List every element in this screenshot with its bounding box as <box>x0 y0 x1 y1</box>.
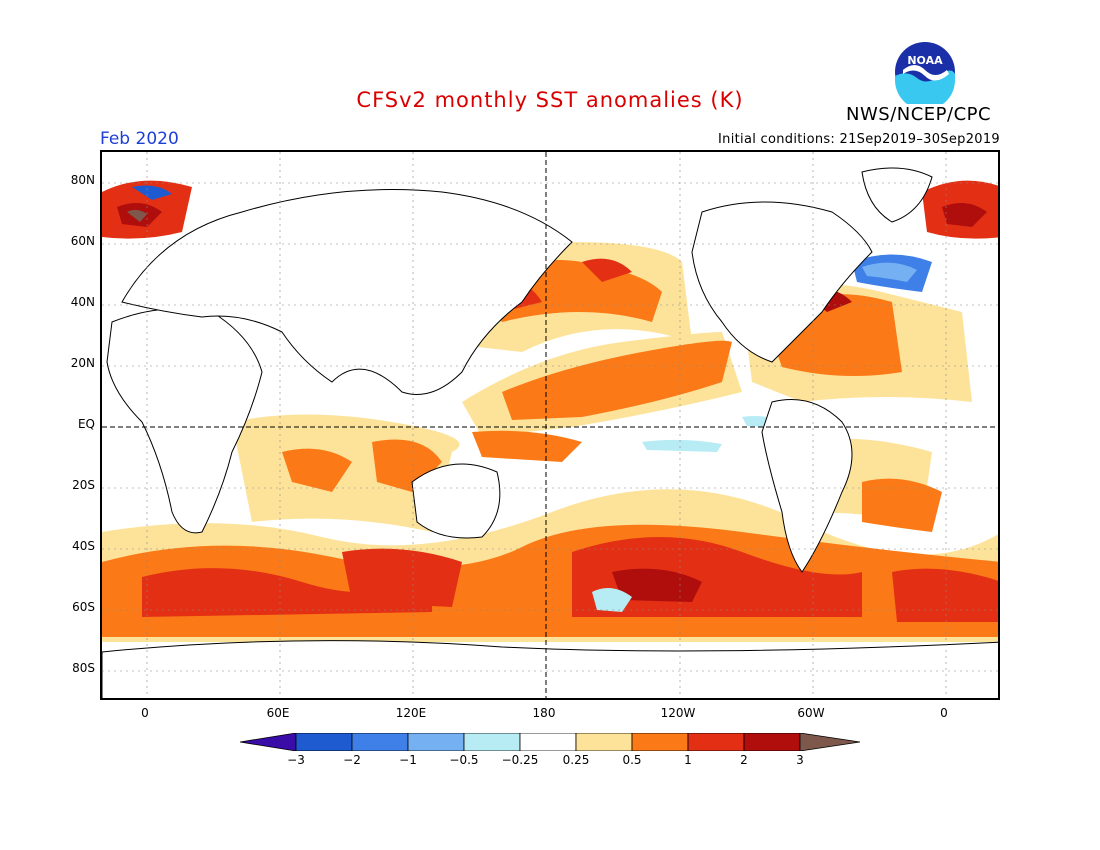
lat-label: 40N <box>70 295 95 309</box>
cb-bin <box>351 732 409 752</box>
colorbar <box>239 732 861 755</box>
colorbar-label: 0.25 <box>562 753 590 767</box>
lon-label: 180 <box>532 706 556 720</box>
noaa-logo: NOAA <box>893 40 957 110</box>
lon-label: 60E <box>266 706 290 720</box>
cb-bin <box>743 732 801 752</box>
graticule <box>102 152 998 698</box>
lat-label: 20S <box>72 478 95 492</box>
lat-label: 60S <box>72 600 95 614</box>
lat-label: 60N <box>70 234 95 248</box>
colorbar-label: −3 <box>287 753 305 767</box>
lat-label: 20N <box>70 356 95 370</box>
cb-over <box>799 732 861 752</box>
map-title: CFSv2 monthly SST anomalies (K) <box>356 88 744 112</box>
lon-label: 0 <box>141 706 149 720</box>
lat-label: 80N <box>70 173 95 187</box>
cb-bin <box>295 732 353 752</box>
sst-anomaly-map <box>100 150 1000 700</box>
cb-bin <box>631 732 689 752</box>
cb-bin <box>575 732 633 752</box>
agency-label: NWS/NCEP/CPC <box>846 104 992 125</box>
colorbar-label: −0.5 <box>449 753 479 767</box>
lon-label: 120E <box>395 706 427 720</box>
initial-conditions: Initial conditions: 21Sep2019–30Sep2019 <box>718 132 1000 147</box>
colorbar-label: 0.5 <box>622 753 642 767</box>
lon-label: 0 <box>940 706 948 720</box>
cb-bin <box>519 732 577 752</box>
lat-label: 80S <box>72 661 95 675</box>
map-canvas <box>102 152 998 698</box>
north-pacific-warm <box>502 340 732 420</box>
colorbar-label: 2 <box>740 753 748 767</box>
cb-bin <box>407 732 465 752</box>
colorbar-label: −1 <box>399 753 417 767</box>
cb-bin <box>463 732 521 752</box>
colorbar-label: 1 <box>684 753 692 767</box>
colorbar-label: −2 <box>343 753 361 767</box>
lat-label: EQ <box>77 417 95 431</box>
cb-bin <box>687 732 745 752</box>
lon-label: 120W <box>660 706 696 720</box>
lon-label: 60W <box>797 706 825 720</box>
logo-text: NOAA <box>907 54 943 67</box>
colorbar-label: 3 <box>796 753 804 767</box>
cb-under <box>239 732 297 752</box>
valid-month: Feb 2020 <box>100 129 179 149</box>
lat-label: 40S <box>72 539 95 553</box>
continents <box>102 167 998 698</box>
colorbar-label: −0.25 <box>501 753 539 767</box>
